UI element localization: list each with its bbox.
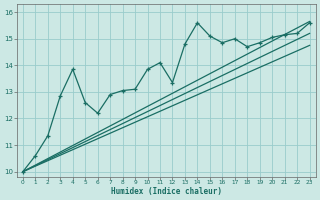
X-axis label: Humidex (Indice chaleur): Humidex (Indice chaleur) bbox=[111, 187, 222, 196]
